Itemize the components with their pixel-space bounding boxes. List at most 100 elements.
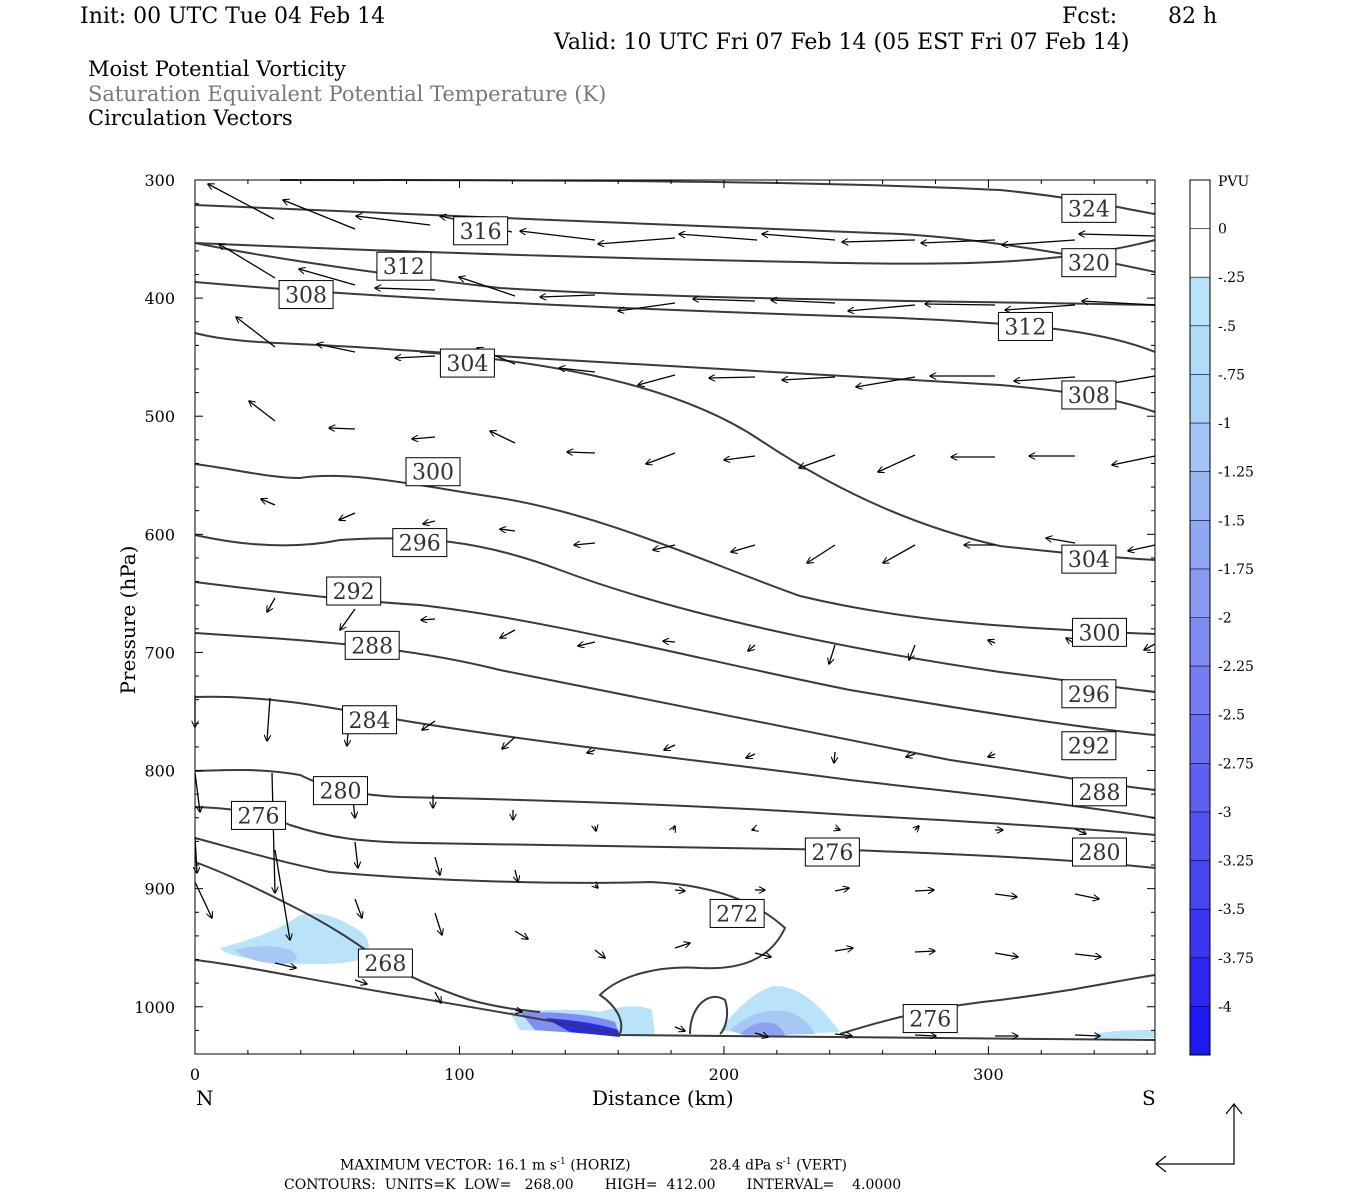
contour-label-box (1061, 731, 1117, 761)
contour-276b (839, 974, 1156, 1035)
contour-308 (194, 332, 1156, 413)
contour-label-box (1061, 193, 1117, 223)
vector (752, 829, 755, 830)
vector (994, 952, 1018, 957)
forecast-label: Fcst: (1062, 4, 1118, 29)
vector (878, 454, 916, 472)
contour-284 (194, 695, 1156, 819)
vector (834, 888, 849, 891)
vector (355, 841, 358, 868)
vector (274, 962, 296, 968)
contour-label-box (804, 837, 860, 867)
colorbar: PVU 0 -.25 -.5 -.75 -1 -1.25 -1.5 -1.75 -2 -2.25 -2… (1189, 174, 1254, 1056)
vector (1082, 301, 1156, 306)
vector (1144, 643, 1156, 650)
vector (848, 304, 916, 311)
contour-label: 288 (351, 634, 393, 659)
circulation-vectors (194, 184, 1156, 1037)
contour-label: 292 (333, 580, 375, 605)
contour-label-box (439, 348, 495, 378)
vector (754, 953, 771, 957)
y-tick-label: 800 (144, 762, 175, 781)
reference-vector (1155, 1103, 1243, 1173)
contour-label-box (278, 280, 334, 310)
vector (1014, 376, 1076, 381)
init-time: Init: 00 UTC Tue 04 Feb 14 (80, 4, 386, 29)
colorbar-title: PVU (1218, 174, 1250, 190)
colorbar-swatch (1190, 763, 1210, 812)
vector (194, 772, 200, 812)
contour-label-box (376, 251, 432, 281)
vector (500, 629, 516, 638)
contour-324 (279, 179, 1156, 215)
contour-label-box (1061, 248, 1117, 278)
valid-time: Valid: 10 UTC Fri 07 Feb 14 (05 EST Fri … (554, 30, 1130, 55)
vector (595, 885, 598, 888)
vector (395, 356, 436, 358)
vector (834, 751, 835, 763)
title-mpv: Moist Potential Vorticity (88, 57, 346, 81)
vector (459, 277, 516, 297)
max-vector-horiz: MAXIMUM VECTOR: 16.1 m s (340, 1157, 557, 1174)
y-tick-label: 1000 (134, 998, 175, 1017)
colorbar-label: -3.5 (1218, 902, 1245, 918)
vector (856, 376, 916, 387)
colorbar-label: -2.75 (1218, 756, 1254, 772)
vector (1074, 829, 1086, 834)
colorbar-label: -.75 (1218, 367, 1245, 383)
vector (638, 374, 676, 385)
vector (354, 898, 362, 918)
colorbar-label: -4 (1218, 999, 1232, 1015)
x-tick-label: 200 (709, 1065, 740, 1084)
vector (194, 881, 212, 918)
forecast-hours: 82 h (1168, 4, 1218, 29)
vector (249, 401, 276, 422)
vector (988, 640, 996, 643)
contour-label: 312 (383, 255, 425, 280)
vector (679, 234, 758, 241)
colorbar-swatch (1190, 228, 1210, 278)
contour-label-box (1071, 777, 1127, 807)
vector (994, 894, 1017, 897)
contour-label-box (312, 776, 368, 806)
vector (799, 454, 836, 468)
vector (807, 544, 836, 563)
vector (219, 244, 276, 279)
colorbar-swatch (1190, 325, 1210, 375)
vector (1074, 1035, 1100, 1036)
contour-label: 272 (716, 902, 758, 927)
contour-labels: 324 320 316 312 308 312 304 308 300 296 304 292 300 2… (230, 193, 1127, 1034)
mpv-blob-north-mid (235, 946, 297, 964)
vector (673, 826, 675, 830)
vector (1079, 234, 1156, 236)
vector (422, 720, 436, 730)
vector (748, 645, 756, 651)
max-vector-horiz-tag: (HORIZ) (570, 1157, 631, 1174)
colorbar-swatch (1190, 617, 1210, 667)
contour-292 (194, 581, 1156, 736)
vector (914, 890, 934, 891)
vector (594, 949, 605, 958)
vector (653, 544, 676, 550)
vector (674, 943, 690, 949)
x-tick-label: 0 (190, 1065, 200, 1084)
contour-label: 300 (412, 461, 454, 486)
title-vectors: Circulation Vectors (88, 106, 293, 130)
vector (578, 642, 596, 646)
vector (988, 754, 996, 757)
vector (1046, 538, 1076, 544)
contour-label-box (1071, 837, 1127, 867)
colorbar-label: -2 (1218, 611, 1232, 627)
vector (208, 184, 275, 220)
vector (500, 529, 516, 531)
y-tick-label: 700 (144, 643, 175, 662)
colorbar-swatch (1190, 180, 1210, 229)
contour-label-box (342, 705, 398, 735)
contour-label: 324 (1068, 197, 1110, 222)
vector (914, 951, 935, 952)
colorbar-swatch (1190, 568, 1210, 618)
colorbar-swatch (1190, 520, 1210, 569)
y-tick-label: 900 (144, 880, 175, 899)
contour-label-box (344, 630, 400, 660)
vector (664, 745, 676, 750)
